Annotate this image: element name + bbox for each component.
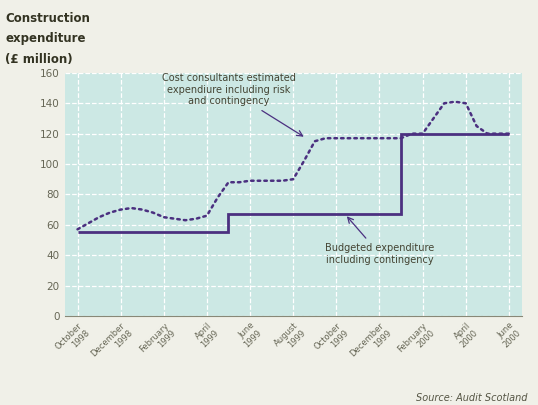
- Text: Cost consultants estimated
expendiure including risk
and contingency: Cost consultants estimated expendiure in…: [161, 73, 302, 136]
- Text: expenditure: expenditure: [5, 32, 86, 45]
- Text: Construction: Construction: [5, 12, 90, 25]
- Text: Budgeted expenditure
including contingency: Budgeted expenditure including contingen…: [325, 217, 434, 264]
- Text: Source: Audit Scotland: Source: Audit Scotland: [416, 393, 527, 403]
- Text: (£ million): (£ million): [5, 53, 73, 66]
